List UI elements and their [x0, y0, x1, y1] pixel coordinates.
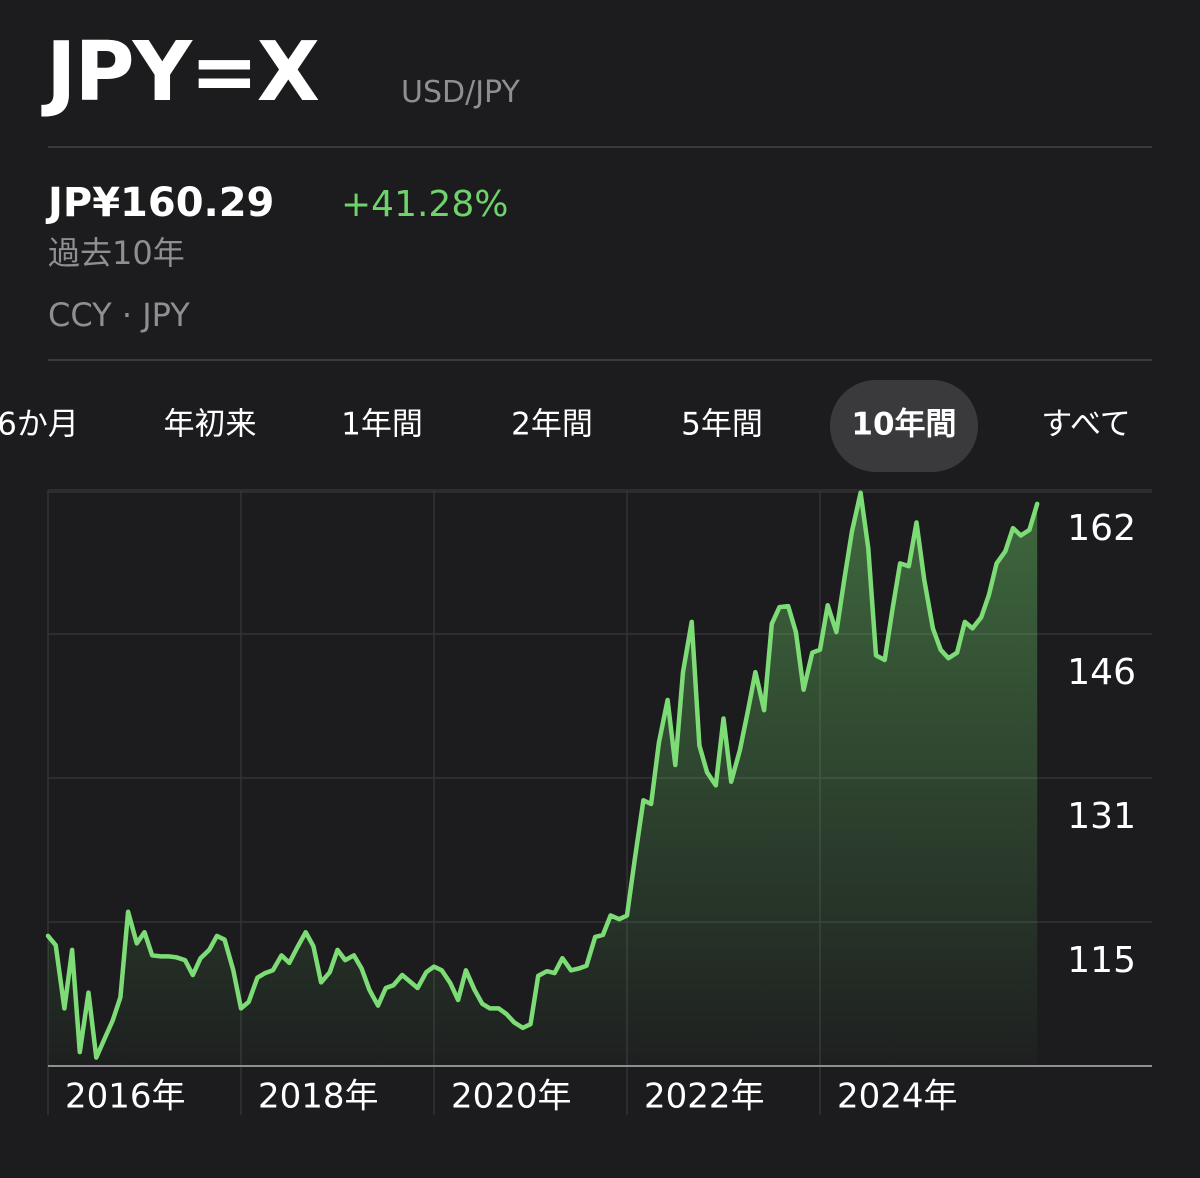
x-tick-label: 2018年 — [258, 1077, 379, 1117]
range-tab[interactable]: 2年間 — [511, 407, 593, 443]
range-tab[interactable]: 5年間 — [681, 407, 763, 443]
y-tick-label: 146 — [1067, 652, 1136, 693]
period: 過去10年 — [48, 234, 185, 272]
x-tick-label: 2022年 — [644, 1077, 765, 1117]
x-tick-label: 2016年 — [65, 1077, 186, 1117]
price-area — [48, 492, 1038, 1066]
exchange: CCY · JPY — [48, 296, 190, 334]
range-tab[interactable]: 6か月 — [0, 407, 79, 443]
range-tab[interactable]: 1年間 — [341, 407, 423, 443]
chart: 115 131 146 162 2016年 2018年 2020年 2022年 2024年 — [45, 489, 1152, 1117]
range-tab[interactable]: すべて — [1041, 407, 1131, 443]
price-line — [45, 490, 1040, 1060]
price: JP¥160.29 — [45, 180, 274, 226]
ticker-subtitle: USD/JPY — [401, 75, 520, 110]
range-tabs: 6か月 年初来 1年間 2年間 5年間 10年間 すべて — [0, 380, 1131, 472]
y-tick-label: 131 — [1067, 796, 1136, 837]
change: +41.28% — [341, 184, 508, 225]
range-tab[interactable]: 10年間 — [851, 407, 956, 443]
y-tick-label: 115 — [1067, 940, 1136, 981]
ticker-title: JPY=X — [41, 25, 319, 120]
y-tick-label: 162 — [1067, 508, 1136, 549]
x-tick-label: 2020年 — [451, 1077, 572, 1117]
selected-tab-pill — [830, 380, 978, 472]
x-tick-label: 2024年 — [837, 1077, 958, 1117]
range-tab[interactable]: 年初来 — [164, 407, 257, 443]
